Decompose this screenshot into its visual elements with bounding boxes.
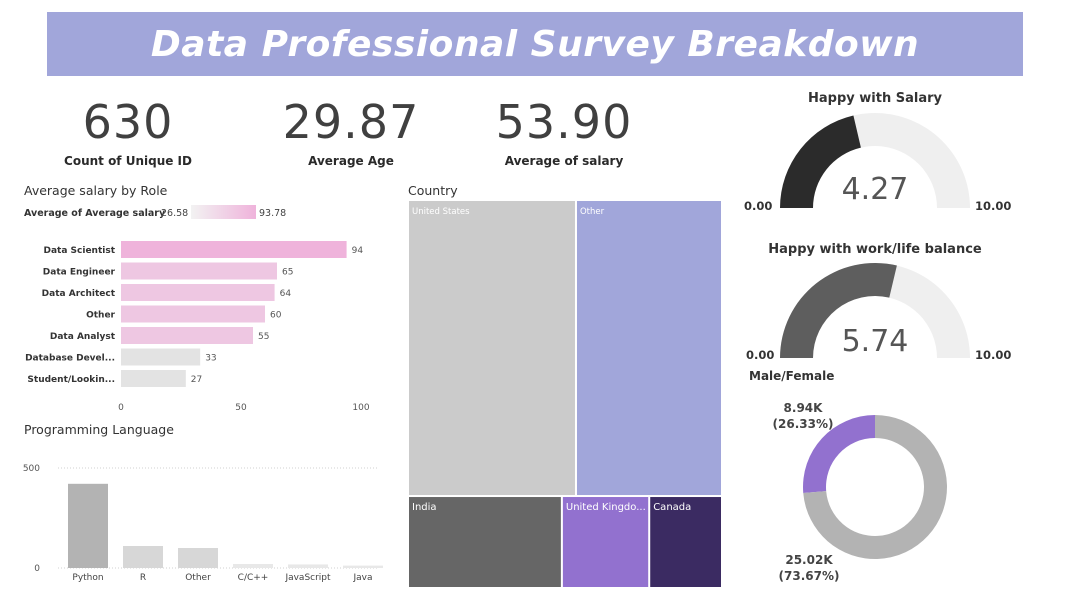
kpi-salary-value: 53.90 <box>495 95 633 149</box>
role-bar-value: 55 <box>258 332 269 342</box>
role-bar-label: Other <box>86 311 115 321</box>
gauge-worklife-min: 0.00 <box>746 348 775 362</box>
gauge-salary[interactable] <box>770 108 980 218</box>
gauge-worklife-max: 10.00 <box>975 348 1012 362</box>
role-bar-label: Data Engineer <box>43 268 116 278</box>
country-tile[interactable] <box>650 497 721 587</box>
lang-bar[interactable] <box>288 564 328 568</box>
gauge-fill[interactable] <box>780 115 861 208</box>
kpi-salary-label: Average of salary <box>504 154 624 168</box>
lang-y-tick: 0 <box>34 564 40 574</box>
role-legend-title: Average of Average salary <box>24 208 166 219</box>
lang-x-label: R <box>140 573 146 583</box>
kpi-salary-card[interactable]: 53.90 Average of salary <box>484 96 644 168</box>
lang-x-label: Python <box>72 573 103 583</box>
country-tile[interactable] <box>409 497 561 587</box>
country-tile[interactable] <box>576 201 721 496</box>
role-bar-label: Data Scientist <box>43 246 115 256</box>
gauge-salary-max: 10.00 <box>975 199 1012 213</box>
role-bar[interactable] <box>121 284 275 301</box>
lang-x-label: Java <box>352 573 372 583</box>
title-banner: Data Professional Survey Breakdown <box>47 12 1023 76</box>
gauge-salary-min: 0.00 <box>744 199 773 213</box>
lang-x-label: Other <box>185 573 211 583</box>
language-chart[interactable]: 0 500 Python R Other C/C++ JavaScript Java <box>18 440 388 590</box>
lang-x-label: C/C++ <box>238 573 269 583</box>
lang-y-tick: 500 <box>23 464 40 474</box>
kpi-count-value: 630 <box>82 95 174 149</box>
role-bar[interactable] <box>121 241 347 258</box>
donut-slice[interactable] <box>803 415 947 559</box>
role-x-tick: 100 <box>352 403 369 413</box>
role-x-tick: 0 <box>118 403 124 413</box>
role-bar[interactable] <box>121 370 186 387</box>
donut-slice2-pct: (73.67%) <box>778 569 840 583</box>
kpi-count-card[interactable]: 630 Count of Unique ID <box>58 96 198 168</box>
donut-slice2-value: 25.02K <box>785 553 833 567</box>
gender-donut-chart[interactable] <box>800 414 950 564</box>
country-tile[interactable] <box>409 201 575 496</box>
lang-bar[interactable] <box>178 548 218 568</box>
role-bar-label: Data Architect <box>42 289 116 299</box>
gender-chart-title: Male/Female <box>749 369 835 383</box>
role-bar[interactable] <box>121 262 277 280</box>
role-bar-label: Student/Lookin... <box>27 375 115 385</box>
kpi-age-label: Average Age <box>308 154 394 168</box>
role-bar[interactable] <box>121 327 253 344</box>
role-bar[interactable] <box>121 348 201 366</box>
role-x-tick: 50 <box>235 403 247 413</box>
role-bar-value: 33 <box>205 354 216 364</box>
gauge-salary-value: 4.27 <box>841 172 909 207</box>
kpi-count-label: Count of Unique ID <box>64 154 192 168</box>
country-tile-label: United Kingdo... <box>566 502 646 513</box>
country-treemap[interactable]: United States Other India United Kingdo... C… <box>408 200 722 588</box>
role-bar-value: 94 <box>352 246 364 256</box>
gauge-worklife-value: 5.74 <box>841 324 909 359</box>
gauge-fill[interactable] <box>780 263 897 358</box>
role-bar-value: 27 <box>191 375 202 385</box>
donut-label-slice2: 25.02K (73.67%) <box>774 552 844 584</box>
country-tile-label: Other <box>580 207 605 217</box>
lang-bar[interactable] <box>68 483 108 568</box>
gauge-worklife-title: Happy with work/life balance <box>768 242 982 257</box>
kpi-age-value: 29.87 <box>282 95 420 149</box>
role-bar-value: 64 <box>280 289 292 299</box>
role-legend-gradient <box>191 205 256 219</box>
role-bar-value: 65 <box>282 268 293 278</box>
country-chart-title: Country <box>408 183 458 198</box>
lang-bar[interactable] <box>123 546 163 568</box>
role-bar-label: Database Devel... <box>25 354 115 364</box>
role-bar-label: Data Analyst <box>50 332 116 342</box>
donut-slice[interactable] <box>803 415 875 493</box>
gauge-worklife[interactable] <box>770 258 980 368</box>
role-legend-min: 26.58 <box>161 208 188 219</box>
role-legend-max: 93.78 <box>259 208 286 219</box>
donut-slice1-value: 8.94K <box>783 401 823 415</box>
kpi-age-card[interactable]: 29.87 Average Age <box>276 96 426 168</box>
role-bar-value: 60 <box>270 311 282 321</box>
lang-bar[interactable] <box>233 564 273 568</box>
role-bar[interactable] <box>121 305 265 323</box>
lang-x-label: JavaScript <box>284 573 331 583</box>
role-chart-title: Average salary by Role <box>24 183 168 198</box>
page-title: Data Professional Survey Breakdown <box>150 23 920 65</box>
lang-chart-title: Programming Language <box>24 422 174 437</box>
donut-slice1-pct: (26.33%) <box>772 417 834 431</box>
country-tile-label: United States <box>412 207 470 217</box>
gauge-salary-title: Happy with Salary <box>808 91 942 106</box>
lang-bar[interactable] <box>343 565 383 568</box>
country-tile-label: Canada <box>653 502 691 513</box>
country-tile[interactable] <box>562 497 649 587</box>
donut-label-slice1: 8.94K (26.33%) <box>768 400 838 432</box>
country-tile-label: India <box>412 502 437 513</box>
